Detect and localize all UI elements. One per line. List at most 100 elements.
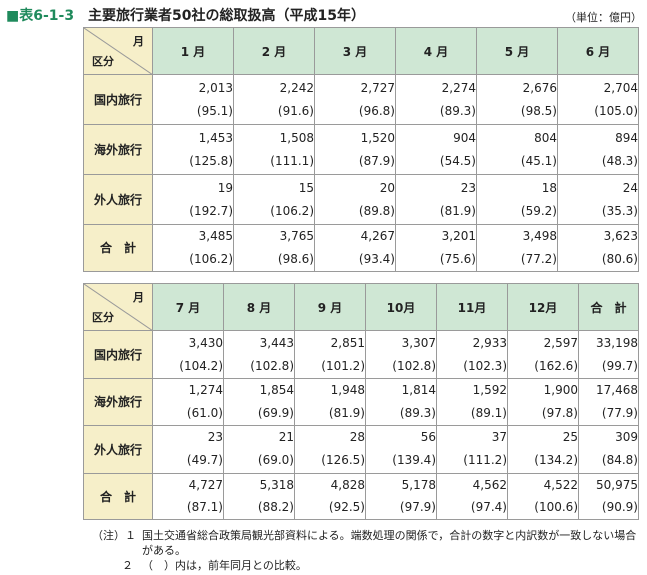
month-header: 4 月 — [395, 27, 477, 75]
data-cell: 3,201 (75.6) — [395, 224, 477, 272]
cell-ratio: (102.8) — [392, 358, 436, 373]
data-cell: 1,508 (111.1) — [233, 124, 315, 175]
month-header: 3 月 — [314, 27, 396, 75]
cell-ratio: (102.8) — [250, 358, 294, 373]
footnote-2-marker: ２ — [122, 559, 133, 572]
cell-value: 3,430 — [188, 335, 223, 350]
month-header: 7 月 — [152, 283, 224, 331]
cell-ratio: (91.6) — [277, 103, 314, 118]
data-cell: 2,704 (105.0) — [557, 74, 639, 125]
data-cell: 1,274 (61.0) — [152, 378, 224, 426]
cell-value: 28 — [349, 430, 365, 445]
data-cell: 5,318 (88.2) — [223, 472, 295, 521]
table-row: 合 計 3,485 (106.2) 3,765 (98.6) 4,267 (93.4) 3,2… — [83, 224, 639, 272]
cell-value: 1,854 — [259, 383, 294, 397]
cell-ratio: (77.9) — [601, 405, 638, 420]
data-cell: 23 (81.9) — [395, 174, 477, 225]
table-row: 国内旅行 3,430 (104.2) 3,443 (102.8) 2,851 (101.2)… — [83, 330, 639, 379]
cell-ratio: (106.2) — [189, 251, 233, 266]
cell-ratio: (162.6) — [534, 358, 578, 373]
month-header: 11月 — [436, 283, 508, 331]
cell-value: 17,468 — [596, 383, 638, 397]
data-cell: 3,485 (106.2) — [152, 224, 234, 272]
cell-value: 1,508 — [279, 130, 314, 145]
cell-value: 2,933 — [472, 335, 507, 350]
row-label: 国内旅行 — [83, 74, 153, 125]
cell-ratio: (69.9) — [257, 405, 294, 420]
data-cell: 21 (69.0) — [223, 424, 295, 474]
data-cell: 1,900 (97.8) — [507, 378, 579, 426]
cell-value: 18 — [541, 180, 557, 195]
month-header: 5 月 — [476, 27, 558, 75]
cell-value: 1,520 — [360, 130, 395, 145]
data-cell: 2,727 (96.8) — [314, 74, 396, 125]
cell-value: 4,828 — [330, 477, 365, 492]
cell-value: 2,597 — [543, 335, 578, 350]
cell-ratio: (80.6) — [601, 251, 638, 266]
cell-value: 19 — [217, 180, 233, 195]
data-cell: 3,430 (104.2) — [152, 330, 224, 379]
cell-ratio: (90.9) — [601, 500, 638, 515]
title-row: ■表6-1-3 主要旅行業者50社の総取扱高（平成15年） （単位：億円） — [6, 3, 642, 25]
cell-ratio: (77.2) — [520, 251, 557, 266]
cell-ratio: (89.8) — [358, 203, 395, 218]
month-header: 6 月 — [557, 27, 639, 75]
cell-ratio: (192.7) — [189, 203, 233, 218]
data-cell: 3,443 (102.8) — [223, 330, 295, 379]
cell-ratio: (81.9) — [328, 405, 365, 420]
table-row: 合 計 4,727 (87.1) 5,318 (88.2) 4,828 (92.5) 5,17… — [83, 472, 639, 521]
cell-ratio: (106.2) — [270, 203, 314, 218]
diagonal-line — [84, 284, 153, 331]
cell-ratio: (99.7) — [601, 358, 638, 373]
data-cell: 2,933 (102.3) — [436, 330, 508, 379]
row-label: 合 計 — [83, 224, 153, 272]
cell-ratio: (54.5) — [439, 153, 476, 168]
cell-value: 21 — [278, 430, 294, 445]
cell-ratio: (48.3) — [601, 153, 638, 168]
cell-ratio: (93.4) — [358, 251, 395, 266]
cell-ratio: (126.5) — [321, 453, 365, 468]
data-cell: 904 (54.5) — [395, 124, 477, 175]
cell-value: 3,201 — [441, 229, 476, 243]
cell-value: 3,307 — [401, 335, 436, 350]
cell-value: 3,498 — [522, 229, 557, 243]
cell-value: 894 — [615, 130, 638, 145]
cell-ratio: (84.8) — [601, 453, 638, 468]
cell-value: 23 — [207, 430, 223, 445]
cell-value: 4,727 — [188, 477, 223, 492]
data-cell: 2,597 (162.6) — [507, 330, 579, 379]
footnote-2-text: （ ）内は，前年同月との比較。 — [142, 559, 307, 572]
cell-ratio: (104.2) — [179, 358, 223, 373]
cell-value: 3,443 — [259, 335, 294, 350]
cell-value: 2,727 — [360, 80, 395, 95]
month-header: 9 月 — [294, 283, 366, 331]
data-cell: 309 (84.8) — [578, 424, 639, 474]
data-cell: 894 (48.3) — [557, 124, 639, 175]
table-row: 海外旅行 1,274 (61.0) 1,854 (69.9) 1,948 (81.9) 1,8… — [83, 378, 639, 426]
cell-ratio: (125.8) — [189, 153, 233, 168]
corner-category-label: 区分 — [92, 55, 114, 68]
row-label: 海外旅行 — [83, 378, 153, 426]
corner-cell: 月 区分 — [83, 283, 153, 331]
cell-value: 20 — [379, 180, 395, 195]
row-label: 合 計 — [83, 472, 153, 521]
unit-label: （単位：億円） — [565, 11, 642, 24]
cell-value: 33,198 — [596, 335, 638, 350]
corner-month-label: 月 — [133, 291, 144, 304]
data-cell: 3,498 (77.2) — [476, 224, 558, 272]
cell-ratio: (89.3) — [399, 405, 436, 420]
cell-ratio: (97.9) — [399, 500, 436, 515]
cell-ratio: (105.0) — [594, 103, 638, 118]
cell-value: 37 — [491, 430, 507, 445]
data-cell: 20 (89.8) — [314, 174, 396, 225]
cell-ratio: (49.7) — [186, 453, 223, 468]
cell-ratio: (61.0) — [186, 405, 223, 420]
cell-value: 3,485 — [198, 229, 233, 243]
cell-ratio: (95.1) — [196, 103, 233, 118]
cell-ratio: (87.9) — [358, 153, 395, 168]
data-cell: 4,522 (100.6) — [507, 472, 579, 521]
data-cell: 24 (35.3) — [557, 174, 639, 225]
row-label: 外人旅行 — [83, 174, 153, 225]
